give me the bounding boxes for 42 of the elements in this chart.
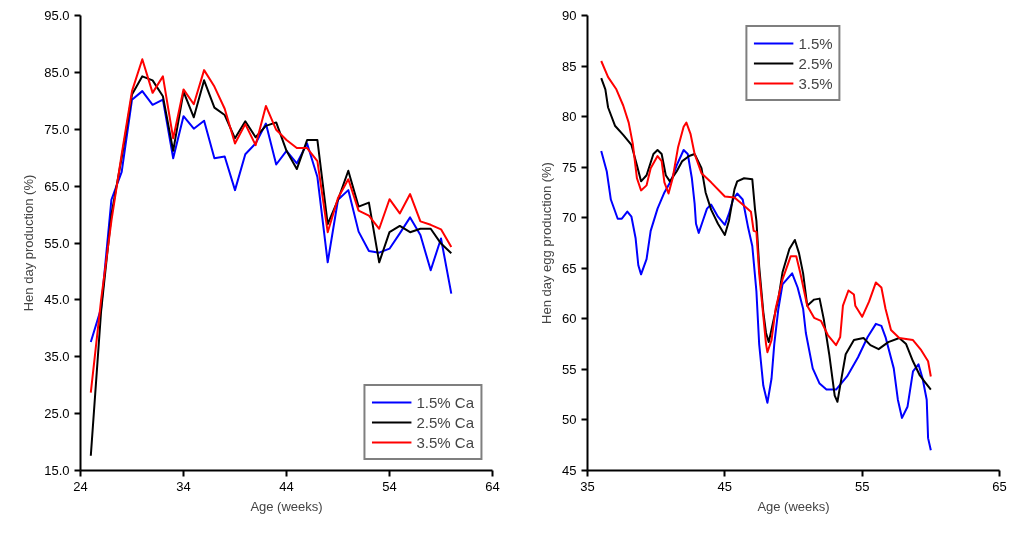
legend-label: 1.5%	[798, 34, 833, 52]
y-tick-label: 55.0	[44, 235, 70, 251]
y-tick-label: 25.0	[44, 406, 70, 422]
y-tick-label: 55	[562, 361, 577, 377]
x-axis-title: Age (weeks)	[250, 498, 323, 514]
y-tick-label: 75	[562, 159, 577, 175]
line-series	[89, 90, 453, 343]
y-tick-label: 50	[562, 412, 577, 428]
legend-label: 2.5%	[798, 54, 833, 72]
x-axis-title: Age (weeks)	[757, 498, 830, 514]
y-tick-label: 90	[562, 8, 577, 23]
x-tick-label: 54	[382, 478, 397, 494]
x-tick-label: 55	[854, 478, 870, 494]
line-series	[89, 58, 453, 394]
x-tick-label: 24	[73, 478, 88, 494]
x-tick-label: 64	[485, 478, 500, 494]
y-tick-label: 45.0	[44, 292, 70, 308]
legend-label: 3.5%	[798, 74, 833, 92]
y-tick-label: 95.0	[44, 8, 70, 23]
y-tick-label: 45	[562, 463, 577, 478]
x-tick-label: 44	[279, 478, 294, 494]
x-tick-label: 65	[992, 478, 1007, 494]
y-tick-label: 60	[562, 311, 577, 327]
y-tick-label: 65.0	[44, 178, 70, 194]
line-series	[600, 148, 932, 452]
y-tick-label: 80	[562, 109, 577, 125]
y-axis-title: Hen day egg production (%)	[539, 162, 555, 324]
legend-label: 1.5% Ca	[416, 393, 474, 411]
x-tick-label: 45	[717, 478, 733, 494]
y-tick-label: 85	[562, 58, 577, 74]
y-tick-label: 70	[562, 210, 577, 226]
line-series	[89, 75, 453, 457]
y-tick-label: 15.0	[44, 463, 70, 478]
y-axis-title: Hen day production (%)	[21, 174, 37, 312]
y-tick-label: 65	[562, 260, 577, 276]
y-tick-label: 75.0	[44, 121, 70, 137]
legend-label: 2.5% Ca	[416, 413, 474, 431]
legend-label: 3.5% Ca	[416, 433, 474, 451]
x-tick-label: 34	[176, 478, 191, 494]
y-tick-label: 35.0	[44, 349, 70, 365]
y-tick-label: 85.0	[44, 64, 70, 80]
x-tick-label: 35	[580, 478, 595, 494]
